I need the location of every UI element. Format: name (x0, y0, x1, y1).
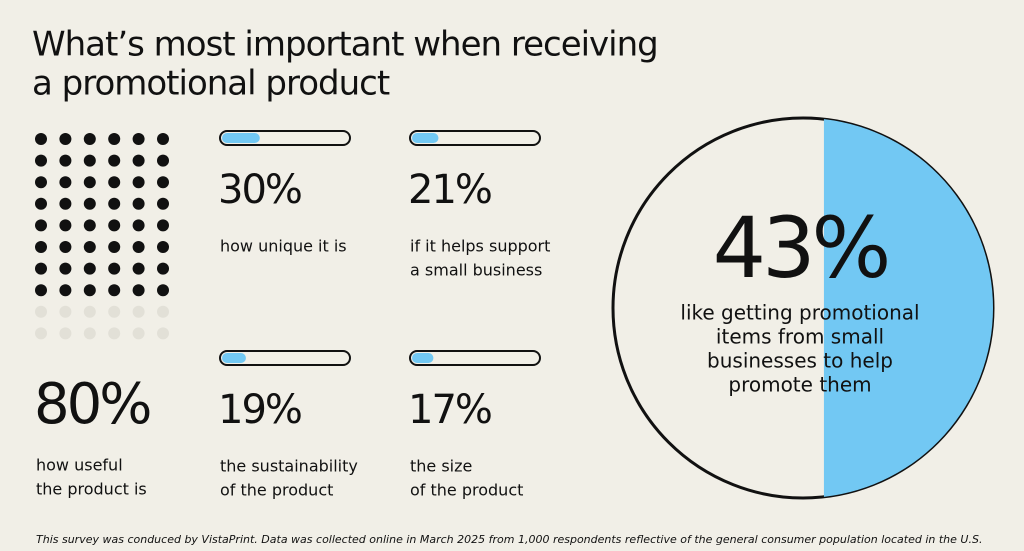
dot (35, 219, 47, 232)
dot (132, 327, 145, 340)
highlight-value: 43% (713, 199, 888, 297)
progress-track (409, 350, 541, 366)
stat-description: the size (410, 457, 472, 476)
dot (83, 241, 96, 253)
dot (83, 197, 96, 210)
dot (83, 305, 96, 318)
stat-value: 17% (408, 387, 491, 433)
dot (157, 219, 169, 232)
dot (157, 154, 169, 167)
dot (59, 284, 72, 297)
stat-description: of the product (220, 481, 333, 500)
dot (132, 133, 145, 145)
dot (108, 327, 121, 340)
stat-description: of the product (410, 481, 523, 500)
progress-track (219, 350, 351, 366)
title-line: What’s most important when receiving (32, 25, 658, 65)
dot (83, 154, 96, 167)
dot (83, 262, 96, 275)
stat-value: 30% (218, 167, 301, 213)
progress-track (219, 130, 351, 146)
dot (108, 262, 121, 275)
dot (35, 197, 47, 210)
highlight-description: promote them (728, 373, 871, 397)
dot (35, 327, 47, 340)
dot (157, 176, 169, 189)
dot (157, 284, 169, 297)
dot (157, 327, 169, 340)
stat-description: if it helps support (410, 237, 550, 256)
stat-value: 80% (34, 372, 150, 437)
progress-fill (412, 133, 439, 143)
dot (108, 133, 121, 145)
dot (59, 327, 72, 340)
dot (59, 176, 72, 189)
stat-description: how useful (36, 456, 123, 475)
dot (108, 154, 121, 167)
highlight-description: businesses to help (707, 349, 893, 373)
dot (132, 197, 145, 210)
dot (35, 154, 47, 167)
dot (59, 154, 72, 167)
dot (35, 284, 47, 297)
dot (59, 305, 72, 318)
dot (132, 305, 145, 318)
stat-value: 21% (408, 167, 491, 213)
dot (157, 262, 169, 275)
dot (83, 133, 96, 145)
stat-value: 19% (218, 387, 301, 433)
dot (108, 284, 121, 297)
dot (157, 241, 169, 253)
dot (157, 305, 169, 318)
dot (35, 176, 47, 189)
dot (157, 197, 169, 210)
stat-description: the sustainability (220, 457, 358, 476)
dot (83, 284, 96, 297)
highlight-description: like getting promotional (680, 301, 919, 325)
dot (108, 176, 121, 189)
dot (157, 133, 169, 145)
dot (132, 284, 145, 297)
stat-description: how unique it is (220, 237, 347, 256)
dot (108, 219, 121, 232)
dot (83, 176, 96, 189)
dot (83, 219, 96, 232)
footnote: This survey was conduced by VistaPrint. … (36, 533, 982, 546)
progress-fill (222, 133, 260, 143)
dot (108, 241, 121, 253)
dot (35, 262, 47, 275)
title-line: a promotional product (32, 64, 390, 104)
dot (59, 197, 72, 210)
dot (132, 262, 145, 275)
dot (132, 176, 145, 189)
dot (132, 219, 145, 232)
dot (83, 327, 96, 340)
dot (35, 133, 47, 145)
dot (59, 241, 72, 253)
stat-description: the product is (36, 480, 147, 499)
dot-grid (35, 133, 169, 340)
dot (132, 241, 145, 253)
progress-track (409, 130, 541, 146)
dot (59, 262, 72, 275)
dot (35, 241, 47, 253)
dot (59, 133, 72, 145)
stat-description: a small business (410, 261, 542, 280)
dot (108, 197, 121, 210)
dot (132, 154, 145, 167)
progress-fill (222, 353, 246, 363)
dot (108, 305, 121, 318)
highlight-description: items from small (716, 325, 884, 349)
highlight-segment (823, 119, 994, 497)
progress-fill (412, 353, 434, 363)
dot (35, 305, 47, 318)
dot (59, 219, 72, 232)
